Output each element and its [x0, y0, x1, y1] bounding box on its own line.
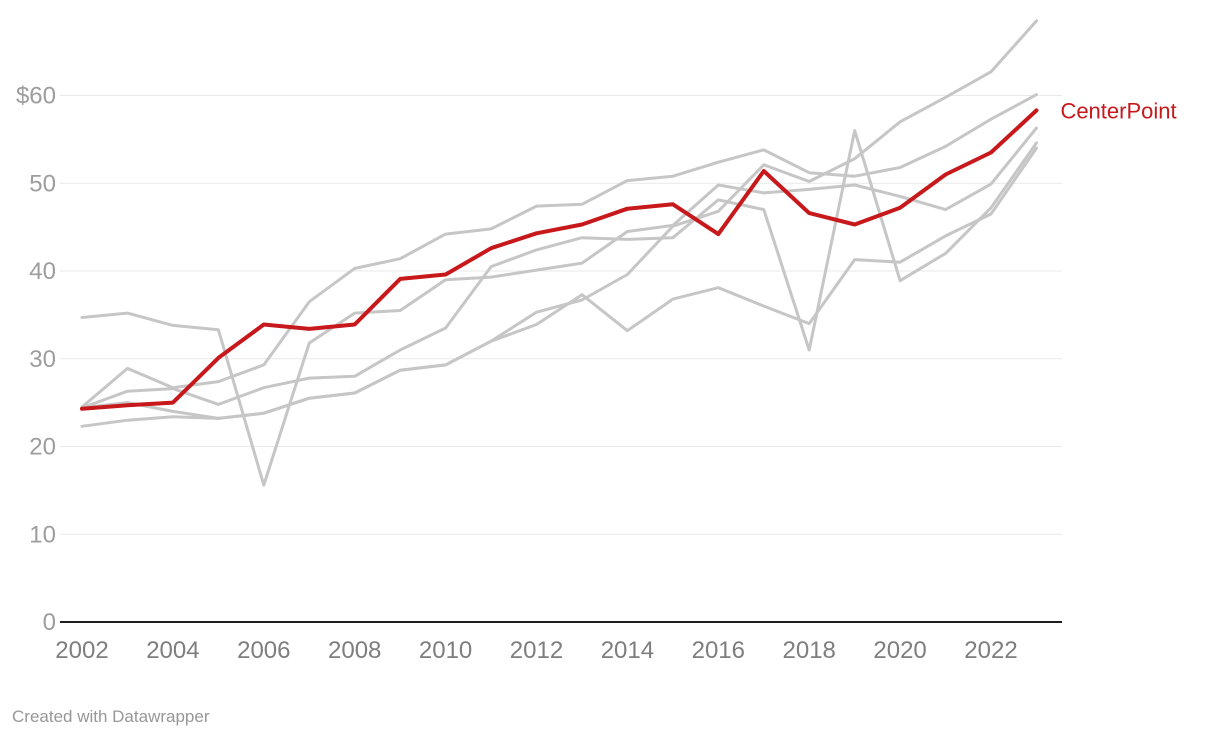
- series-lines: [80, 19, 1039, 487]
- series-line-centerpoint[interactable]: [80, 108, 1039, 411]
- x-tick-label: 2014: [601, 637, 654, 664]
- x-tick-label: 2006: [237, 637, 290, 664]
- series-label-centerpoint: CenterPoint: [1060, 98, 1176, 123]
- y-tick-label: 30: [29, 346, 56, 373]
- x-tick-label: 2018: [783, 637, 836, 664]
- datawrapper-credit: Created with Datawrapper: [12, 707, 210, 726]
- y-tick-label: $60: [16, 83, 56, 110]
- y-tick-label: 50: [29, 170, 56, 197]
- x-axis-labels: 2002 2004 2006 2008 2010 2012 2014 2016 2018 2020…: [55, 637, 1017, 664]
- gridlines: [60, 95, 1062, 623]
- series-line-gray-3[interactable]: [80, 129, 1038, 410]
- series-line-gray-1[interactable]: [80, 126, 1038, 487]
- x-tick-label: 2010: [419, 637, 472, 664]
- x-tick-label: 2020: [873, 637, 926, 664]
- x-tick-label: 2008: [328, 637, 381, 664]
- y-tick-label: 10: [29, 521, 56, 548]
- y-tick-label: 20: [29, 434, 56, 461]
- y-tick-label: 0: [43, 609, 56, 636]
- series-line-gray-5[interactable]: [80, 146, 1038, 428]
- x-tick-label: 2016: [692, 637, 745, 664]
- y-tick-label: 40: [29, 258, 56, 285]
- x-tick-label: 2002: [55, 637, 108, 664]
- x-tick-label: 2022: [964, 637, 1017, 664]
- y-axis-labels: $60 50 40 30 20 10 0: [16, 83, 56, 637]
- series-line-gray-2[interactable]: [80, 93, 1038, 409]
- x-tick-label: 2012: [510, 637, 563, 664]
- x-tick-label: 2004: [146, 637, 199, 664]
